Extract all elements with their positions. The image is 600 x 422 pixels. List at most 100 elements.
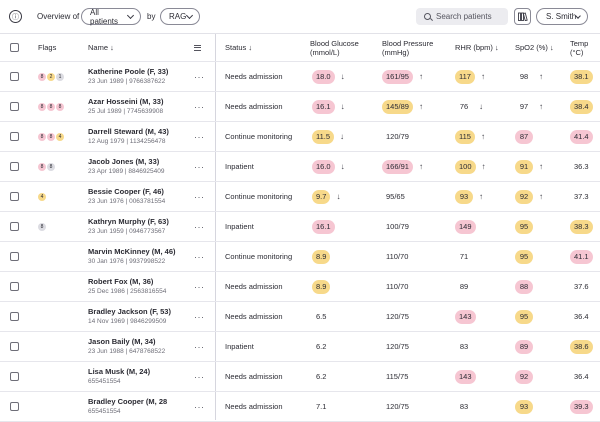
row-checkbox[interactable] [10, 252, 19, 261]
patient-cell[interactable]: Katherine Poole (F, 33) 23 Jun 1989 | 976… [88, 62, 168, 91]
status-text: Needs admission [225, 402, 283, 411]
spo2-header[interactable]: SpO2 (%) ↓ [515, 43, 554, 52]
more-options-icon[interactable]: ··· [194, 311, 205, 322]
patient-meta: 655451554 [88, 408, 121, 415]
patient-meta: 23 Jun 1976 | 0063781554 [88, 198, 166, 205]
patient-cell[interactable]: Bradley Jackson (F, 53) 14 Nov 1969 | 984… [88, 302, 171, 331]
row-checkbox[interactable] [10, 342, 19, 351]
patients-select-value: All patients [90, 7, 119, 26]
more-options-icon[interactable]: ··· [194, 221, 205, 232]
spo2-value: 88 [515, 279, 533, 294]
search-box[interactable] [416, 8, 508, 25]
table-row[interactable]: 8 8 Jacob Jones (M, 33) 23 Apr 1989 | 88469… [0, 152, 600, 182]
table-row[interactable]: Jason Baily (M, 34) 23 Jun 1988 | 6478768… [0, 332, 600, 362]
table-row[interactable]: 8 Kathryn Murphy (F, 63) 23 Jun 1959 | 094… [0, 212, 600, 242]
more-options-icon[interactable]: ··· [194, 281, 205, 292]
patient-name: Katherine Poole (F, 33) [88, 67, 169, 76]
trend-arrow-icon: ↓ [479, 102, 483, 111]
row-checkbox[interactable] [10, 222, 19, 231]
table-row[interactable]: Bradley Jackson (F, 53) 14 Nov 1969 | 984… [0, 302, 600, 332]
table-row[interactable]: 4 Bessie Cooper (F, 46) 23 Jun 1976 | 0063… [0, 182, 600, 212]
more-options-icon[interactable]: ··· [194, 191, 205, 202]
row-checkbox[interactable] [10, 132, 19, 141]
search-input[interactable] [436, 12, 506, 21]
row-checkbox[interactable] [10, 102, 19, 111]
more-options-icon[interactable]: ··· [194, 341, 205, 352]
patient-cell[interactable]: Jason Baily (M, 34) 23 Jun 1988 | 6478768… [88, 332, 165, 361]
select-all-checkbox[interactable] [10, 43, 19, 52]
row-checkbox[interactable] [10, 372, 19, 381]
table-header: Flags Name ↓ Status ↓ Blood Glucose (mmo… [0, 34, 600, 62]
rhr-header[interactable]: RHR (bpm) ↓ [455, 43, 499, 52]
patient-name: Bessie Cooper (F, 46) [88, 187, 164, 196]
group-by-select[interactable]: RAG [160, 8, 200, 25]
glucose-header[interactable]: Blood Glucose (mmol/L) [310, 34, 359, 61]
row-checkbox[interactable] [10, 72, 19, 81]
spo2-value: 93 [515, 399, 533, 414]
user-menu-button[interactable]: S. Smith [536, 8, 588, 25]
bp-value: 120/75 [386, 312, 409, 321]
more-options-icon[interactable]: ··· [194, 161, 205, 172]
more-options-icon[interactable]: ··· [194, 371, 205, 382]
temp-header[interactable]: Temp (°C) [570, 38, 589, 57]
row-checkbox[interactable] [10, 312, 19, 321]
patient-cell[interactable]: Kathryn Murphy (F, 63) 23 Jun 1959 | 0946… [88, 212, 169, 241]
patient-cell[interactable]: Darrell Steward (M, 43) 12 Aug 1979 | 113… [88, 122, 169, 151]
table-row[interactable]: Bradley Cooper (M, 28 655451554 ··· Needs a… [0, 392, 600, 422]
name-header[interactable]: Name ↓ [88, 43, 114, 52]
spo2-value: 92 [515, 369, 533, 384]
table-row[interactable]: 8 8 4 Darrell Steward (M, 43) 12 Aug 1979 | … [0, 122, 600, 152]
row-checkbox[interactable] [10, 402, 19, 411]
patient-cell[interactable]: Jacob Jones (M, 33) 23 Apr 1989 | 8846925… [88, 152, 165, 181]
more-options-icon[interactable]: ··· [194, 131, 205, 142]
patient-cell[interactable]: Azar Hosseini (M, 33) 25 Jul 1989 | 77456… [88, 92, 163, 121]
temp-value: 38.4 [570, 99, 593, 114]
more-options-icon[interactable]: ··· [194, 401, 205, 412]
patient-meta: 25 Jul 1989 | 7745639908 [88, 108, 164, 115]
patient-cell[interactable]: Robert Fox (M, 36) 25 Dec 1986 | 25638165… [88, 272, 166, 301]
rhr-value: 143 [455, 369, 476, 384]
bp-header[interactable]: Blood Pressure (mmHg) [382, 34, 433, 61]
trend-arrow-icon: ↓ [340, 162, 345, 171]
patient-name: Jacob Jones (M, 33) [88, 157, 160, 166]
patient-name: Kathryn Murphy (F, 63) [88, 217, 169, 226]
row-checkbox[interactable] [10, 192, 19, 201]
spo2-value: 89 [515, 339, 533, 354]
flags-cell: 4 [38, 182, 47, 211]
column-menu-icon[interactable] [194, 44, 201, 51]
more-options-icon[interactable]: ··· [194, 251, 205, 262]
flags-header[interactable]: Flags [38, 43, 57, 52]
trend-arrow-icon: ↑ [479, 192, 483, 201]
table-row[interactable]: 8 2 1 Katherine Poole (F, 33) 23 Jun 1989 | … [0, 62, 600, 92]
library-button[interactable] [514, 8, 531, 25]
app-logo-icon[interactable]: ⓘ [9, 10, 22, 23]
row-checkbox[interactable] [10, 162, 19, 171]
patient-meta: 23 Apr 1989 | 8846925409 [88, 168, 165, 175]
row-checkbox[interactable] [10, 282, 19, 291]
patients-select[interactable]: All patients [81, 7, 141, 26]
patient-meta: 23 Jun 1959 | 0946773567 [88, 228, 166, 235]
rhr-value: 100 [455, 159, 476, 174]
flag-badge: 8 [38, 162, 46, 171]
flag-badge: 8 [38, 222, 46, 231]
table-row[interactable]: Lisa Musk (M, 24) 655451554 ··· Needs admis… [0, 362, 600, 392]
glucose-value: 18.0 [312, 69, 335, 84]
status-header[interactable]: Status ↓ [225, 43, 253, 52]
table-row[interactable]: Marvin McKinney (M, 46) 30 Jan 1976 | 993… [0, 242, 600, 272]
more-options-icon[interactable]: ··· [194, 101, 205, 112]
status-text: Inpatient [225, 342, 254, 351]
trend-arrow-icon: ↑ [480, 132, 485, 141]
more-options-icon[interactable]: ··· [194, 71, 205, 82]
flag-badge: 4 [38, 192, 46, 201]
table-row[interactable]: 8 8 8 Azar Hosseini (M, 33) 25 Jul 1989 | 77… [0, 92, 600, 122]
patient-name: Bradley Cooper (M, 28 [88, 397, 168, 406]
patient-cell[interactable]: Bradley Cooper (M, 28 655451554 [88, 392, 167, 421]
spo2-value: 98 [519, 72, 529, 81]
patient-meta: 23 Jun 1989 | 9766387622 [88, 78, 166, 85]
patient-cell[interactable]: Lisa Musk (M, 24) 655451554 [88, 362, 150, 391]
temp-value: 41.4 [570, 129, 593, 144]
patient-cell[interactable]: Marvin McKinney (M, 46) 30 Jan 1976 | 993… [88, 242, 176, 271]
table-row[interactable]: Robert Fox (M, 36) 25 Dec 1986 | 25638165… [0, 272, 600, 302]
patient-cell[interactable]: Bessie Cooper (F, 46) 23 Jun 1976 | 00637… [88, 182, 165, 211]
